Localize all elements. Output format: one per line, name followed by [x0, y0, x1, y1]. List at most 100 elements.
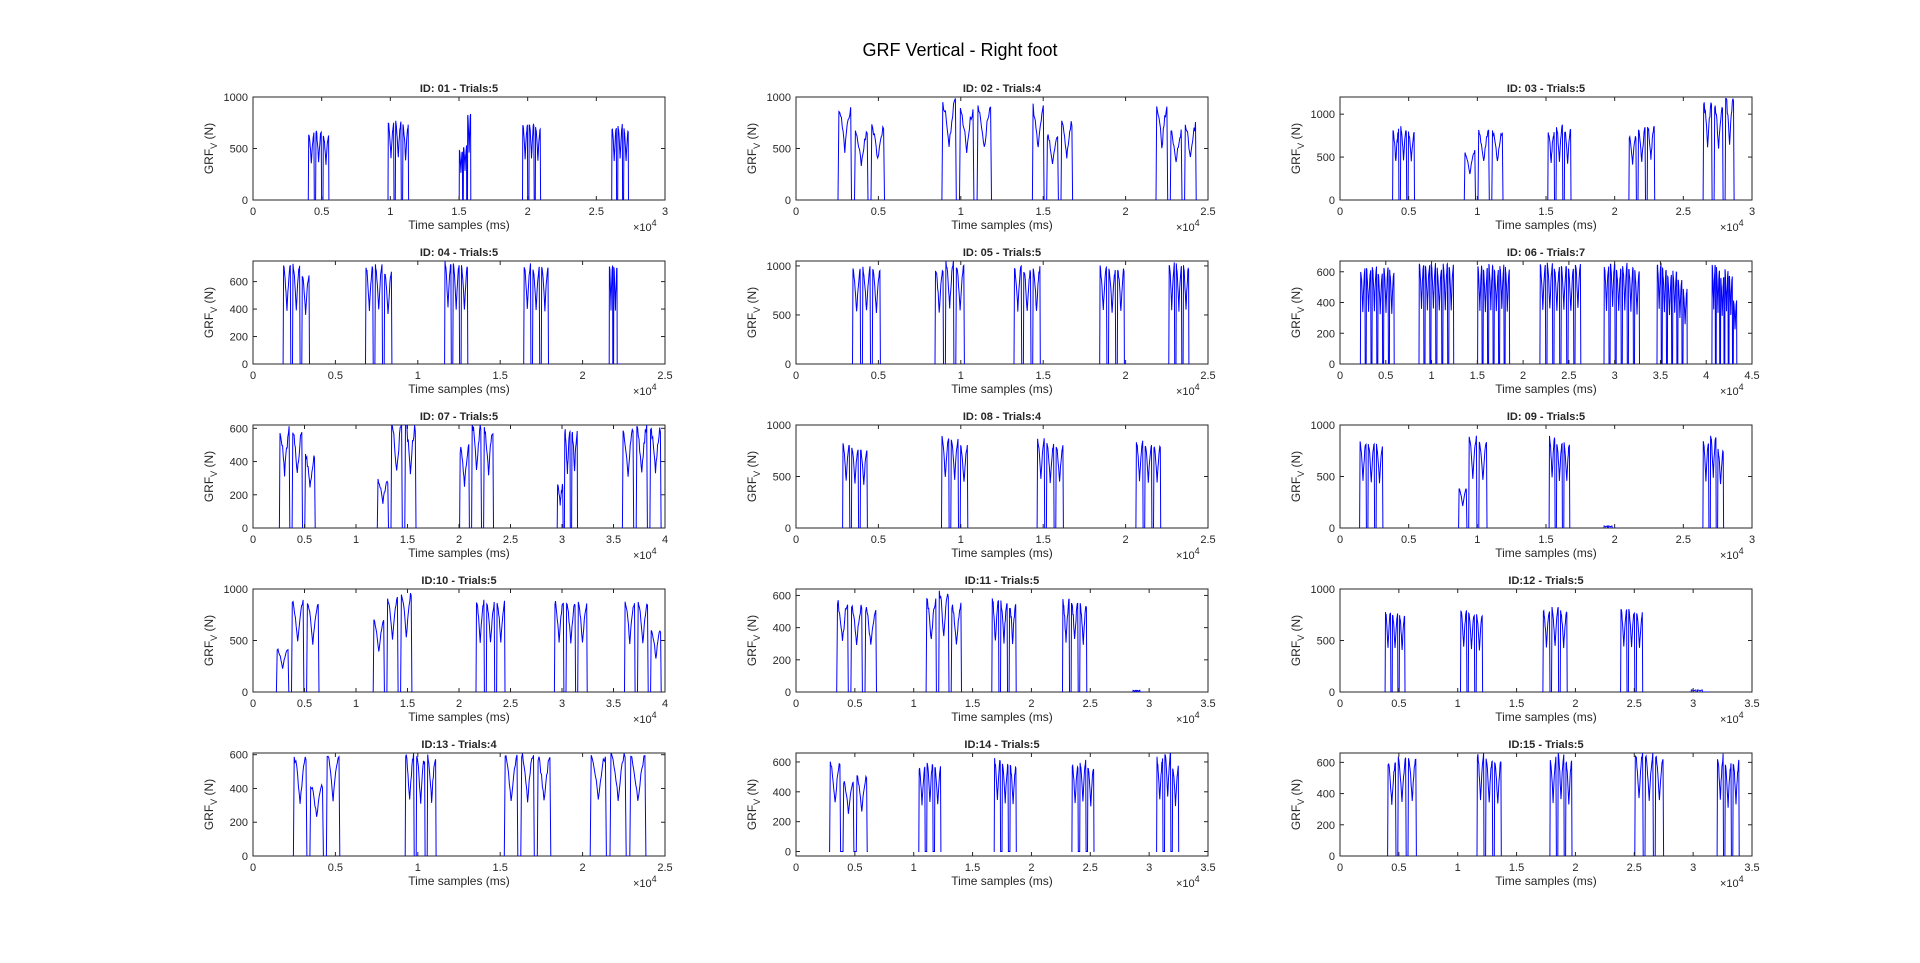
y-tick-label: 400	[773, 787, 791, 799]
exponent-power: 4	[652, 546, 657, 556]
x-tick-label: 2	[580, 370, 586, 382]
ylabel-unit: (N)	[202, 451, 216, 471]
subplot-2: 0 0.5 1 1.5 2 2.5 0 500 1000 ID: 02 - Trials:4 Tim…	[745, 83, 1216, 234]
subplot-title: ID: 06 - Trials:7	[1507, 247, 1585, 259]
x-tick-label: 2.5	[1627, 698, 1642, 710]
x-axis-label: Time samples (ms)	[951, 218, 1053, 232]
series-line	[275, 592, 662, 692]
y-axis-label: GRFV (N)	[1289, 451, 1306, 502]
ylabel-main: GRF	[1289, 313, 1303, 338]
x-tick-label: 1	[958, 206, 964, 218]
subplot-title: ID: 02 - Trials:4	[963, 83, 1042, 95]
x-tick-label: 4	[662, 698, 668, 710]
ylabel-main: GRF	[1289, 149, 1303, 174]
x-tick-label: 1	[1474, 206, 1480, 218]
figure-title: GRF Vertical - Right foot	[862, 40, 1058, 60]
exponent-power: 4	[1195, 382, 1200, 392]
y-tick-label: 200	[1317, 820, 1335, 832]
y-axis-label: GRFV (N)	[1289, 615, 1306, 666]
ylabel-sub: V	[209, 143, 219, 149]
subplot-title: ID:14 - Trials:5	[964, 739, 1039, 751]
ylabel-main: GRF	[745, 149, 759, 174]
x-tick-label: 3	[1146, 698, 1152, 710]
x-tick-label: 0	[793, 370, 799, 382]
x-tick-label: 3.5	[1744, 698, 1759, 710]
axes-box	[252, 424, 666, 529]
x-tick-label: 1.5	[1036, 534, 1051, 546]
subplot-title: ID:15 - Trials:5	[1508, 739, 1583, 751]
ylabel-unit: (N)	[202, 779, 216, 799]
y-tick-label: 1000	[767, 420, 791, 432]
ylabel-unit: (N)	[202, 287, 216, 307]
x-tick-label: 4	[662, 534, 668, 546]
y-tick-label: 0	[1329, 851, 1335, 863]
y-tick-label: 1000	[767, 261, 791, 273]
x-tick-label: 2	[1123, 206, 1129, 218]
x-tick-label: 3	[1612, 370, 1618, 382]
exponent-base: ×10	[1720, 878, 1739, 890]
exponent-power: 4	[652, 382, 657, 392]
x-tick-label: 0.5	[297, 698, 312, 710]
y-tick-label: 200	[230, 817, 248, 829]
x-tick-label: 1	[911, 862, 917, 874]
y-axis-label: GRFV (N)	[1289, 779, 1306, 830]
y-tick-label: 1000	[1311, 109, 1335, 121]
x-tick-label: 0.5	[871, 370, 886, 382]
ylabel-unit: (N)	[745, 287, 759, 307]
x-tick-label: 1	[353, 534, 359, 546]
ylabel-main: GRF	[202, 149, 216, 174]
ylabel-main: GRF	[202, 641, 216, 666]
x-exponent: ×104	[633, 218, 657, 234]
x-tick-label: 3.5	[1200, 862, 1215, 874]
x-tick-label: 2	[1123, 534, 1129, 546]
exponent-power: 4	[1195, 218, 1200, 228]
ylabel-sub: V	[752, 635, 762, 641]
axes-box	[795, 260, 1209, 365]
x-tick-label: 0.5	[1391, 862, 1406, 874]
axes-box	[1339, 96, 1753, 201]
ylabel-sub: V	[209, 307, 219, 313]
y-tick-label: 0	[785, 195, 791, 207]
x-tick-label: 0	[250, 862, 256, 874]
y-tick-label: 200	[1317, 328, 1335, 340]
x-tick-label: 0.5	[314, 206, 329, 218]
x-tick-label: 3	[559, 698, 565, 710]
x-tick-label: 1	[1455, 862, 1461, 874]
ylabel-main: GRF	[202, 313, 216, 338]
y-tick-label: 0	[1329, 195, 1335, 207]
x-tick-label: 2	[456, 698, 462, 710]
series-line	[829, 753, 1180, 852]
y-tick-label: 600	[230, 423, 248, 435]
exponent-power: 4	[652, 218, 657, 228]
x-tick-label: 3	[1146, 862, 1152, 874]
x-tick-label: 1	[958, 370, 964, 382]
x-tick-label: 0	[250, 370, 256, 382]
x-tick-label: 1	[1474, 534, 1480, 546]
x-tick-label: 2.5	[1561, 370, 1576, 382]
ylabel-sub: V	[752, 471, 762, 477]
ylabel-sub: V	[1296, 143, 1306, 149]
y-tick-label: 1000	[1311, 584, 1335, 596]
exponent-base: ×10	[1176, 386, 1195, 398]
ylabel-sub: V	[1296, 799, 1306, 805]
x-tick-label: 0	[1337, 698, 1343, 710]
y-axis-label: GRFV (N)	[202, 615, 219, 666]
x-tick-label: 0.5	[1401, 206, 1416, 218]
subplot-title: ID:13 - Trials:4	[421, 739, 497, 751]
ylabel-sub: V	[752, 307, 762, 313]
x-tick-label: 0.5	[847, 862, 862, 874]
x-tick-label: 2.5	[1083, 862, 1098, 874]
series-line	[278, 425, 662, 528]
series-line	[282, 261, 622, 364]
y-tick-label: 400	[230, 304, 248, 316]
x-axis-label: Time samples (ms)	[1495, 710, 1597, 724]
y-tick-label: 0	[242, 687, 248, 699]
subplot-title: ID:10 - Trials:5	[421, 575, 496, 587]
x-exponent: ×104	[1720, 874, 1744, 890]
x-tick-label: 2	[456, 534, 462, 546]
y-tick-label: 1000	[767, 92, 791, 104]
y-axis-label: GRFV (N)	[202, 779, 219, 830]
x-tick-label: 2.5	[1200, 370, 1215, 382]
axes-box	[252, 588, 666, 693]
